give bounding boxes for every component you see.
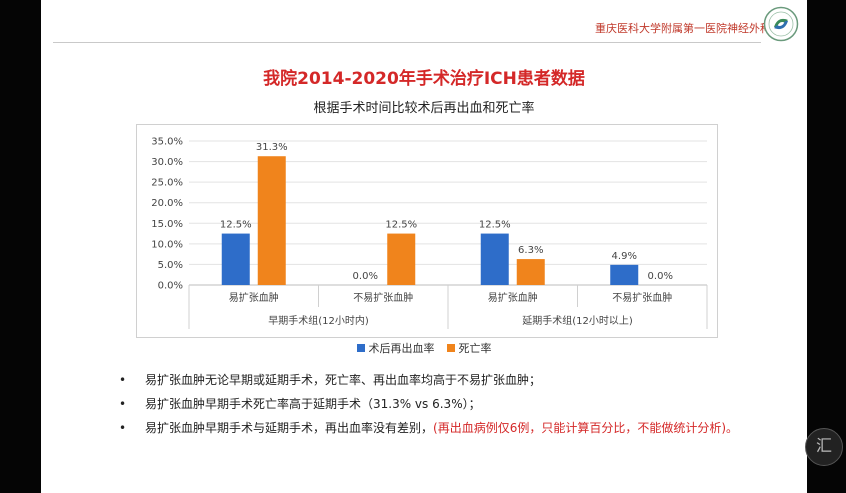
legend-item-mortality: 死亡率 bbox=[446, 340, 492, 356]
data-label: 4.9% bbox=[612, 251, 637, 262]
data-label: 12.5% bbox=[220, 220, 252, 231]
bullet-marker: • bbox=[119, 397, 127, 411]
data-label: 31.3% bbox=[256, 142, 288, 153]
bar bbox=[516, 259, 545, 285]
bullet-text: 易扩张血肿早期手术死亡率高于延期手术（31.3% vs 6.3%）； bbox=[145, 397, 481, 411]
x-tick-label: 不易扩张血肿 bbox=[353, 291, 413, 304]
slide-title: 我院2014-2020年手术治疗ICH患者数据 bbox=[263, 69, 585, 89]
y-tick-label: 5.0% bbox=[158, 260, 183, 271]
x-tick-label: 易扩张血肿 bbox=[488, 291, 538, 304]
y-tick-label: 0.0% bbox=[158, 281, 183, 292]
bar bbox=[221, 233, 250, 285]
y-tick-label: 20.0% bbox=[151, 198, 183, 209]
legend-swatch-rebleed bbox=[356, 344, 365, 352]
right-black-border bbox=[807, 0, 846, 493]
hospital-logo-icon bbox=[763, 6, 799, 42]
bar-chart-svg: 0.0% 5.0% 10.0% 15.0% 20.0% 25.0% 30.0% 35.0% 12… bbox=[151, 137, 708, 329]
data-label: 12.5% bbox=[479, 220, 511, 231]
bar-chart: 0.0% 5.0% 10.0% 15.0% 20.0% 25.0% 30.0% 35.0% 12… bbox=[136, 124, 718, 338]
y-tick-label: 30.0% bbox=[151, 157, 183, 168]
x-group-label: 早期手术组(12小时内) bbox=[268, 314, 369, 327]
legend-swatch-mortality bbox=[446, 344, 455, 352]
bullet-text: 易扩张血肿早期手术与延期手术，再出血率没有差别， bbox=[145, 421, 434, 435]
bullet-text: 易扩张血肿无论早期或延期手术，死亡率、再出血率均高于不易扩张血肿； bbox=[145, 373, 542, 387]
left-black-border bbox=[0, 0, 41, 493]
legend-label-mortality: 死亡率 bbox=[458, 342, 492, 355]
x-tick-label: 易扩张血肿 bbox=[229, 291, 279, 304]
bar bbox=[610, 264, 639, 285]
legend-item-rebleed: 术后再出血率 bbox=[356, 340, 435, 356]
bar bbox=[257, 156, 286, 285]
y-tick-label: 10.0% bbox=[151, 239, 183, 250]
x-group-label: 延期手术组(12小时以上) bbox=[522, 314, 633, 327]
watermark-badge: 汇 bbox=[805, 428, 843, 466]
data-label: 0.0% bbox=[353, 271, 378, 282]
chart-subtitle: 根据手术时间比较术后再出血和死亡率 bbox=[313, 101, 535, 116]
bullet-list: • 易扩张血肿无论早期或延期手术，死亡率、再出血率均高于不易扩张血肿； • 易扩… bbox=[119, 372, 759, 444]
bar bbox=[480, 233, 509, 285]
presentation-slide: 重庆医科大学附属第一医院神经外科 我院2014-2020年手术治疗ICH患者数据… bbox=[41, 0, 807, 493]
chart-legend: 术后再出血率 死亡率 bbox=[41, 340, 807, 356]
legend-label-rebleed: 术后再出血率 bbox=[368, 342, 435, 355]
y-tick-label: 15.0% bbox=[151, 219, 183, 230]
y-tick-label: 25.0% bbox=[151, 178, 183, 189]
header-divider bbox=[53, 42, 761, 43]
bullet-item: • 易扩张血肿早期手术与延期手术，再出血率没有差别，(再出血病例仅6例，只能计算… bbox=[119, 420, 759, 437]
bullet-note-red: (再出血病例仅6例，只能计算百分比，不能做统计分析)。 bbox=[433, 421, 739, 435]
hospital-name: 重庆医科大学附属第一医院神经外科 bbox=[595, 22, 771, 35]
data-label: 6.3% bbox=[518, 245, 543, 256]
data-label: 0.0% bbox=[648, 271, 673, 282]
data-label: 12.5% bbox=[385, 220, 417, 231]
y-tick-label: 35.0% bbox=[151, 137, 183, 148]
bar bbox=[387, 233, 416, 285]
bullet-marker: • bbox=[119, 421, 127, 435]
bullet-item: • 易扩张血肿无论早期或延期手术，死亡率、再出血率均高于不易扩张血肿； bbox=[119, 372, 759, 389]
bullet-marker: • bbox=[119, 373, 127, 387]
bullet-item: • 易扩张血肿早期手术死亡率高于延期手术（31.3% vs 6.3%）； bbox=[119, 396, 759, 413]
x-tick-label: 不易扩张血肿 bbox=[612, 291, 672, 304]
